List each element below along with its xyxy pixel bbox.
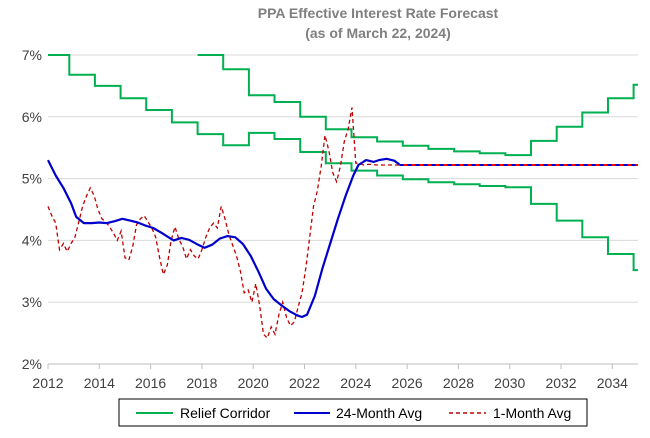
legend-label-24-month-avg: 24-Month Avg [336,405,422,421]
legend: Relief Corridor 24-Month Avg 1-Month Avg [118,398,588,427]
y-tick-label: 6% [22,109,42,125]
x-tick-label: 2034 [597,375,628,391]
x-tick-label: 2032 [545,375,576,391]
series-1-month-avg [47,107,400,340]
y-tick-label: 3% [22,294,42,310]
x-tick-label: 2018 [186,375,217,391]
series-relief-corridor-upper-band-1 [48,54,638,272]
x-tick-label: 2024 [340,375,371,391]
y-tick-label: 7% [22,47,42,63]
y-tick-label: 4% [22,232,42,248]
x-tick-label: 2028 [443,375,474,391]
legend-box [118,398,588,427]
y-tick-label: 5% [22,171,42,187]
y-axis-ticks: 2% 3% 4% 5% 6% 7% [22,47,42,372]
gridlines [48,54,638,365]
chart-subtitle: (as of March 22, 2024) [305,25,451,41]
legend-label-relief-corridor: Relief Corridor [180,405,271,421]
x-axis-ticks: 2012 2014 2016 2018 2020 2022 2024 2026 2028 2030… [32,364,628,391]
x-tick-label: 2012 [32,375,63,391]
x-tick-label: 2026 [392,375,423,391]
y-tick-label: 2% [22,356,42,372]
x-tick-label: 2030 [494,375,525,391]
series-layer [47,54,638,340]
series-relief-corridor-upper-band-2 [197,54,638,157]
series-24-month-avg [47,157,401,319]
chart-title: PPA Effective Interest Rate Forecast [258,5,499,21]
legend-label-1-month-avg: 1-Month Avg [493,405,571,421]
x-tick-label: 2022 [289,375,320,391]
x-tick-label: 2020 [238,375,269,391]
x-tick-label: 2014 [84,375,115,391]
x-tick-label: 2016 [135,375,166,391]
